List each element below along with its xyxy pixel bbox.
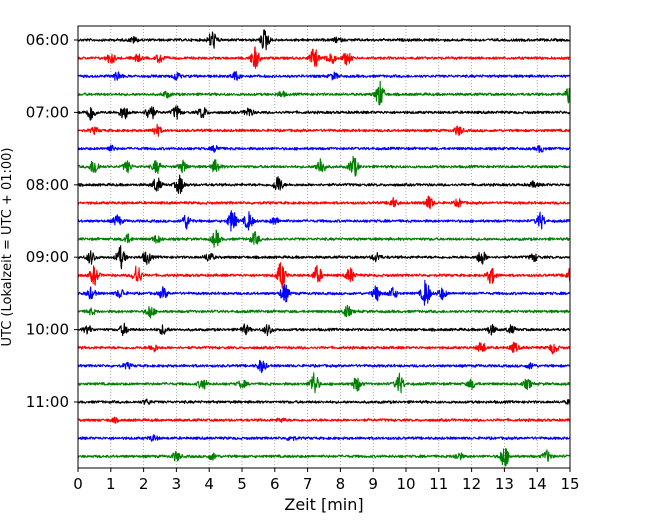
trace-row-23 [77, 447, 571, 467]
trace-row-6 [77, 144, 571, 153]
y-tick-label-10:00: 10:00 [26, 321, 69, 339]
trace-row-18 [77, 359, 571, 374]
x-tick-label-2: 2 [139, 475, 149, 493]
x-tick-label-1: 1 [106, 475, 116, 493]
y-tick-label-08:00: 08:00 [26, 176, 69, 194]
x-tick-label-14: 14 [528, 475, 547, 493]
x-axis: 0 1 2 3 4 5 6 7 8 9 10 11 12 13 14 15 [73, 468, 580, 493]
trace-row-4 [77, 105, 571, 121]
trace-row-5 [77, 123, 571, 137]
trace-row-1 [77, 46, 571, 69]
x-tick-label-4: 4 [204, 475, 214, 493]
trace-row-22 [77, 434, 571, 442]
trace-layer [77, 29, 571, 467]
y-tick-label-11:00: 11:00 [26, 393, 69, 411]
trace-row-16 [77, 322, 571, 337]
trace-row-13 [77, 262, 571, 289]
x-tick-label-8: 8 [336, 475, 346, 493]
x-tick-label-15: 15 [560, 475, 579, 493]
trace-row-0 [77, 29, 571, 51]
trace-row-9 [77, 195, 571, 210]
trace-row-8 [77, 174, 571, 194]
trace-row-7 [77, 155, 571, 177]
x-tick-label-7: 7 [303, 475, 313, 493]
x-axis-label: Zeit [min] [284, 495, 363, 514]
x-tick-label-11: 11 [429, 475, 448, 493]
trace-row-17 [77, 341, 571, 355]
y-axis-label: UTC (Lokalzeit = UTC + 01:00) [0, 148, 15, 347]
x-tick-label-5: 5 [237, 475, 247, 493]
trace-row-11 [77, 229, 571, 248]
trace-row-21 [77, 416, 571, 424]
trace-row-12 [77, 245, 571, 270]
y-axis: 06:00 07:00 08:00 09:00 10:00 11:00 [26, 31, 78, 411]
x-tick-label-0: 0 [73, 475, 83, 493]
x-tick-label-13: 13 [495, 475, 514, 493]
plot-frame [77, 25, 571, 469]
trace-row-20 [77, 398, 571, 406]
y-tick-label-07:00: 07:00 [26, 103, 69, 121]
x-tick-label-10: 10 [396, 475, 415, 493]
y-tick-label-09:00: 09:00 [26, 248, 69, 266]
trace-row-2 [77, 70, 571, 81]
y-tick-label-06:00: 06:00 [26, 31, 69, 49]
trace-row-15 [77, 304, 571, 319]
x-tick-label-3: 3 [172, 475, 182, 493]
trace-row-19 [77, 372, 571, 394]
x-tick-label-6: 6 [270, 475, 280, 493]
trace-row-14 [77, 279, 571, 306]
x-tick-label-9: 9 [368, 475, 378, 493]
x-tick-label-12: 12 [462, 475, 481, 493]
trace-row-3 [77, 80, 571, 106]
trace-row-10 [77, 210, 571, 232]
